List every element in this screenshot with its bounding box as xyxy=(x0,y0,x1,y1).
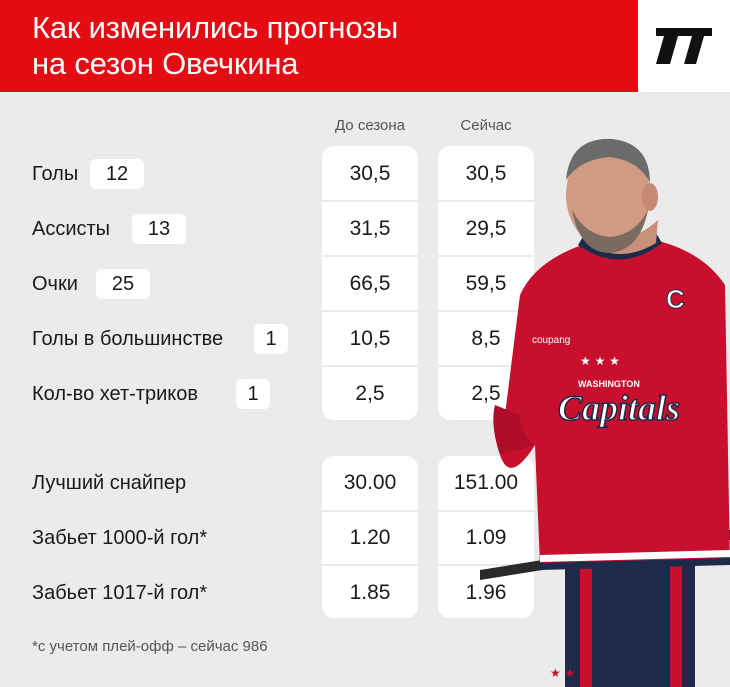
stat-badge-goals: 12 xyxy=(90,159,144,189)
stat-badge-hattricks: 1 xyxy=(236,379,270,409)
separator xyxy=(438,200,534,202)
stat-before-points: 66,5 xyxy=(349,272,391,295)
footnote: *с учетом плей-офф – сейчас 986 xyxy=(32,638,268,655)
stat-label-ppg: Голы в большинстве xyxy=(32,328,224,350)
stat-now-points: 59,5 xyxy=(465,272,507,295)
stat-label-goals: Голы xyxy=(32,163,79,185)
brand-logo xyxy=(638,0,730,92)
stat-now-hattricks: 2,5 xyxy=(471,382,501,405)
svg-text:C: C xyxy=(666,284,685,314)
separator xyxy=(322,365,418,367)
stat-now-ppg: 8,5 xyxy=(471,327,501,350)
separator xyxy=(438,310,534,312)
stat-before-hattricks: 2,5 xyxy=(355,382,385,405)
separator xyxy=(322,310,418,312)
svg-text:★ ★ ★: ★ ★ ★ xyxy=(550,666,590,680)
column-header-now: Сейчас xyxy=(460,117,512,134)
svg-text:WASHINGTON: WASHINGTON xyxy=(578,379,640,389)
separator xyxy=(322,255,418,257)
header-banner: Как изменились прогнозы на сезон Овечкин… xyxy=(0,0,730,92)
stat-label-assists: Ассисты xyxy=(32,218,111,240)
now-panel-odds xyxy=(438,456,534,618)
page-title: Как изменились прогнозы на сезон Овечкин… xyxy=(32,10,398,82)
svg-text:Capitals: Capitals xyxy=(558,388,680,428)
stat-before-goals: 30,5 xyxy=(349,162,391,185)
stat-badge-points: 25 xyxy=(96,269,150,299)
odds-label-1000: Забьет 1000-й гол* xyxy=(32,527,208,549)
before-panel-stats xyxy=(322,146,418,420)
before-panel-odds xyxy=(322,456,418,618)
stat-badge-assists: 13 xyxy=(132,214,186,244)
title-line-1: Как изменились прогнозы xyxy=(32,10,399,45)
separator xyxy=(438,564,534,566)
stat-badge-ppg: 1 xyxy=(254,324,288,354)
odds-now-1000: 1.09 xyxy=(465,526,507,549)
odds-now-1017: 1.96 xyxy=(465,581,507,604)
stat-label-points: Очки xyxy=(32,273,78,295)
stat-now-assists: 29,5 xyxy=(465,217,507,240)
odds-label-sniper: Лучший снайпер xyxy=(32,472,187,494)
title-line-2: на сезон Овечкина xyxy=(32,46,299,81)
odds-before-1017: 1.85 xyxy=(349,581,391,604)
separator xyxy=(438,510,534,512)
separator xyxy=(438,255,534,257)
svg-text:★ ★ ★: ★ ★ ★ xyxy=(580,354,620,368)
separator xyxy=(322,564,418,566)
odds-label-1017: Забьет 1017-й гол* xyxy=(32,582,208,604)
stat-label-hattricks: Кол-во хет-триков xyxy=(32,383,198,405)
svg-text:coupang: coupang xyxy=(532,335,570,346)
brand-logo-icon xyxy=(656,28,712,64)
separator xyxy=(322,200,418,202)
column-header-before: До сезона xyxy=(334,117,406,134)
separator xyxy=(438,365,534,367)
odds-before-1000: 1.20 xyxy=(349,526,391,549)
player-photo: C ★ ★ ★ WASHINGTON Capitals coupang ★ ★ … xyxy=(480,138,730,687)
stat-now-goals: 30,5 xyxy=(465,162,507,185)
odds-before-sniper: 30.00 xyxy=(343,471,397,494)
stat-before-assists: 31,5 xyxy=(349,217,391,240)
odds-now-sniper: 151.00 xyxy=(453,471,519,494)
separator xyxy=(322,510,418,512)
stat-before-ppg: 10,5 xyxy=(349,327,391,350)
